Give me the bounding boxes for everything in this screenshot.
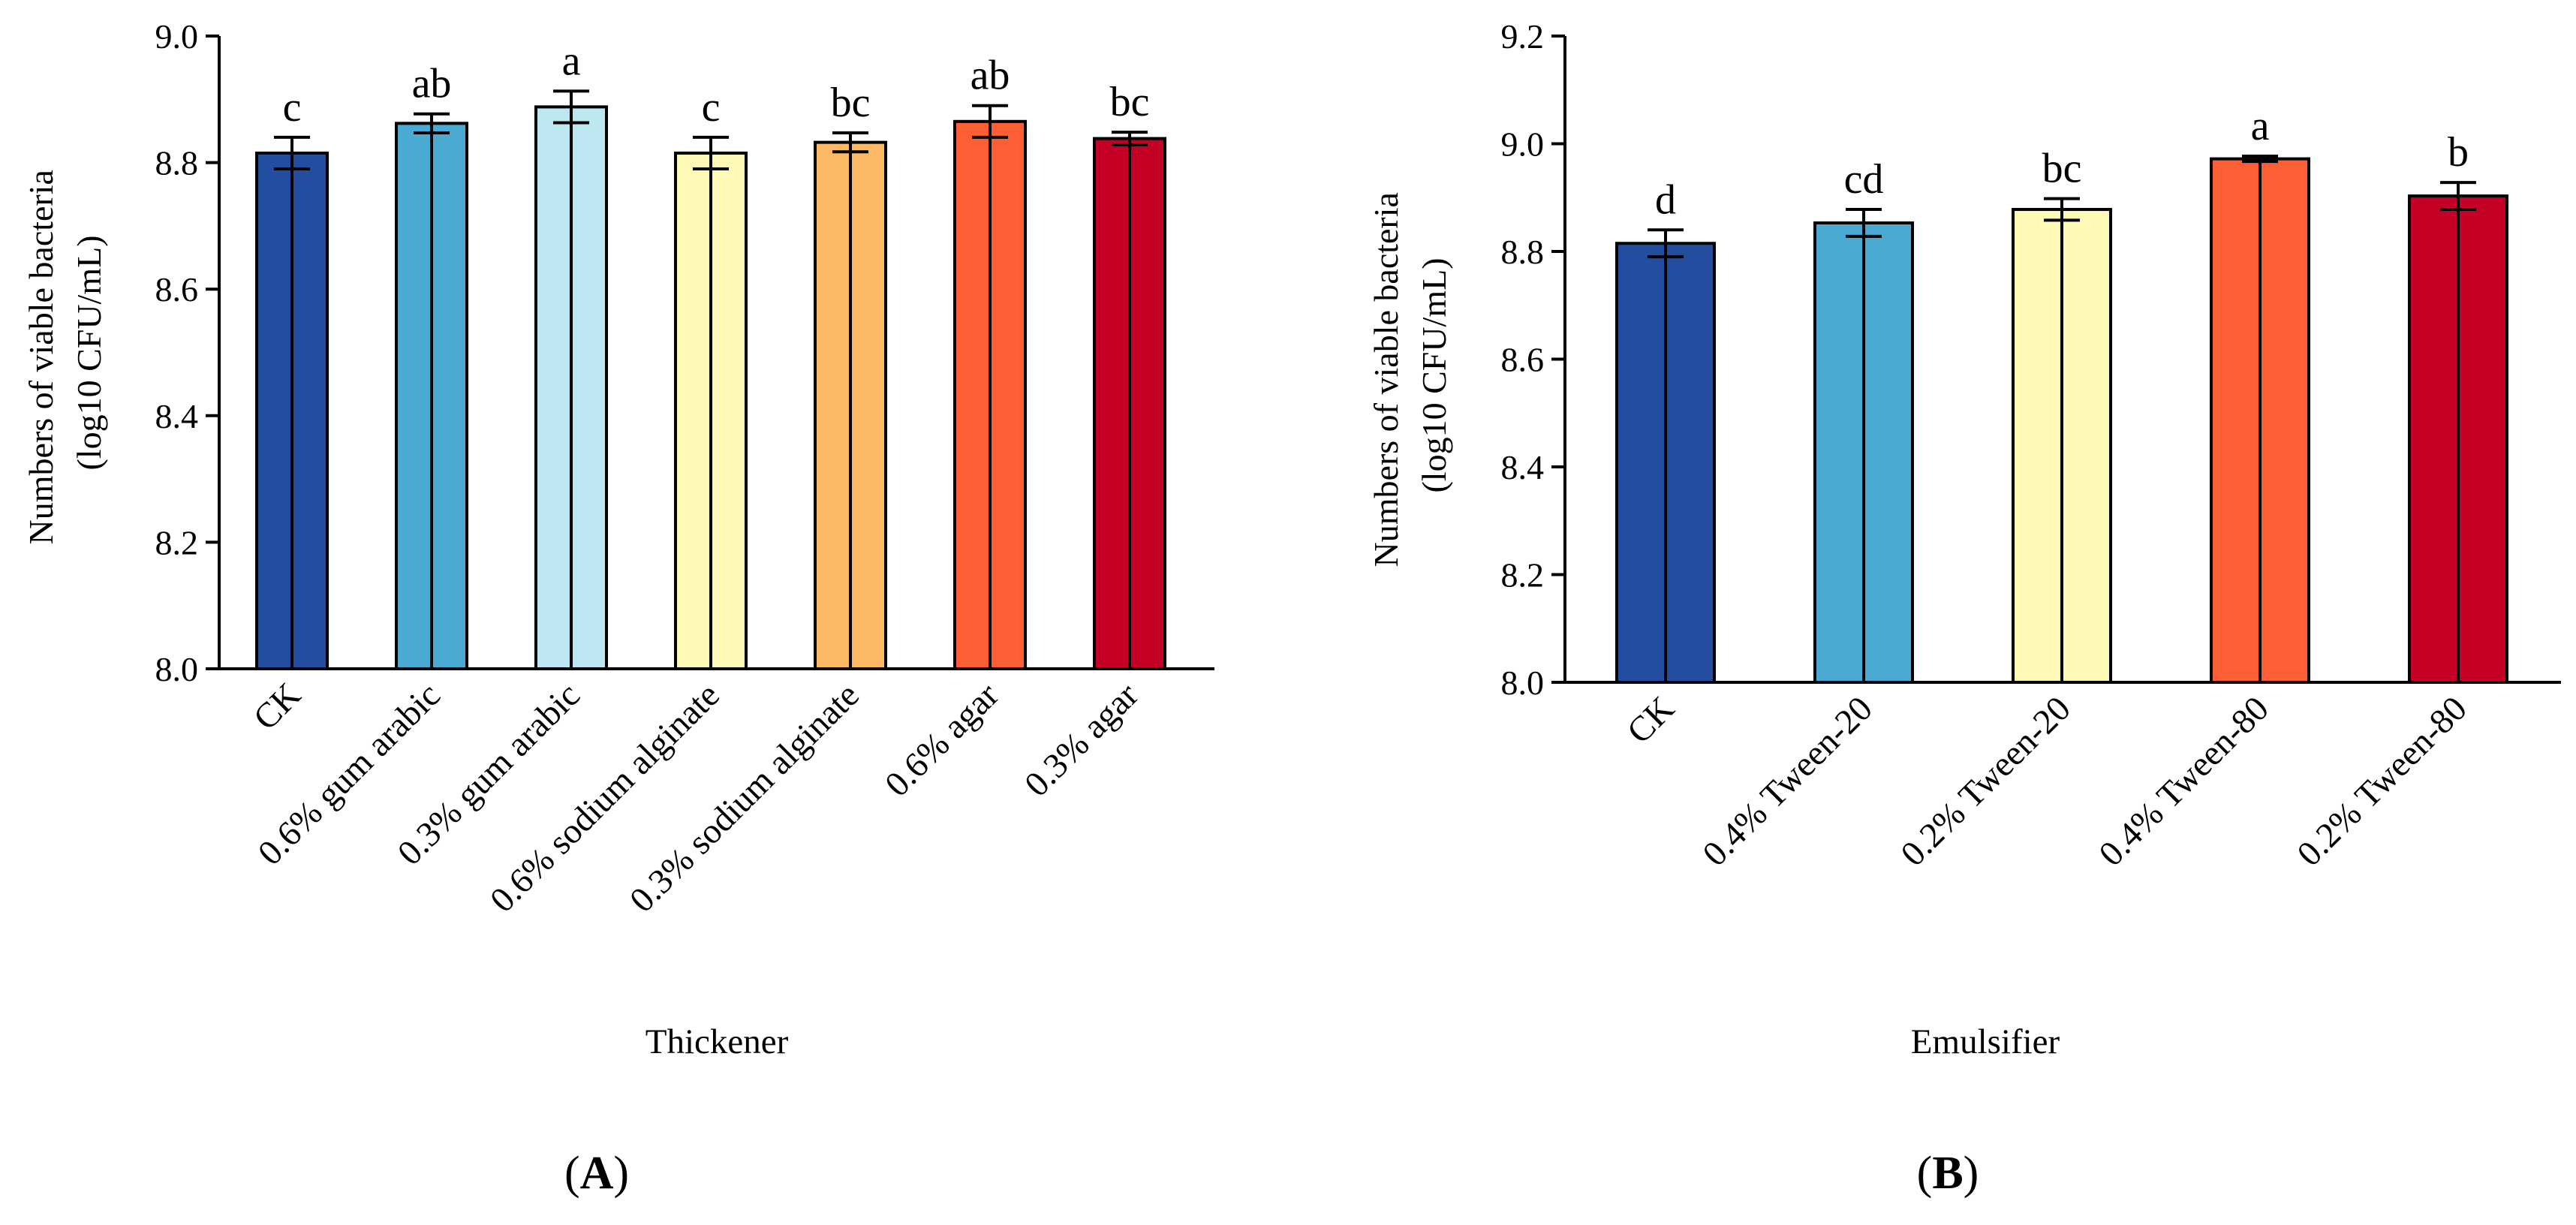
significance-letter: ab — [971, 53, 1010, 99]
y-axis-label-a: Numbers of viable bacteria (log10 CFU/mL… — [22, 161, 108, 545]
panel-label-b-open: ( — [1917, 1148, 1933, 1199]
error-bars-a — [274, 89, 1148, 669]
x-category-labels-b: CK 0.4% Tween-20 0.2% Tween-20 0.4% Tween-8… — [1620, 689, 2475, 874]
significance-letter: c — [702, 84, 721, 131]
error-bars-b — [1648, 155, 2476, 682]
x-category-label: 0.3% agar — [1017, 676, 1146, 805]
y-tick-label: 8.8 — [155, 144, 199, 182]
x-category-label: 0.4% Tween-20 — [1696, 689, 1880, 874]
significance-letter: a — [562, 38, 581, 84]
chart-panel-a: c ab a c bc ab bc 8.0 8.2 8.4 8.6 8.8 9.0 CK0.6% gu… — [22, 17, 1214, 1199]
y-tick-label: 8.2 — [1501, 556, 1545, 594]
y-tick-label: 8.0 — [1501, 664, 1545, 702]
panel-label-b: (B) — [1917, 1148, 1979, 1199]
y-tick-label: 9.2 — [1501, 17, 1545, 56]
y-tick-label: 9.0 — [1501, 125, 1545, 164]
y-axis-label-line2: (log10 CFU/mL) — [1415, 257, 1453, 492]
y-tick-label: 8.4 — [155, 397, 199, 435]
y-axis-label-line1: Numbers of viable bacteria — [22, 170, 60, 544]
x-axis-label-a: Thickener — [646, 1022, 789, 1061]
panel-label-b-letter: B — [1932, 1148, 1963, 1199]
x-category-label: 0.2% Tween-20 — [1894, 689, 2078, 874]
significance-labels-a: c ab a c bc ab bc — [283, 38, 1150, 131]
panel-label-a-open: ( — [564, 1148, 580, 1199]
significance-letter: bc — [1110, 79, 1150, 125]
significance-letter: bc — [831, 80, 871, 126]
x-category-label: 0.2% Tween-80 — [2290, 689, 2475, 874]
x-category-label: 0.3% sodium alginate — [622, 676, 867, 920]
significance-letter: bc — [2042, 146, 2082, 192]
y-ticks-b: 8.0 8.2 8.4 8.6 8.8 9.0 9.2 — [1501, 17, 1565, 702]
y-axis-label-line1: Numbers of viable bacteria — [1367, 192, 1405, 567]
x-category-label: CK — [246, 676, 308, 738]
panel-label-b-close: ) — [1964, 1148, 1979, 1199]
x-axis-label-b: Emulsifier — [1911, 1022, 2060, 1061]
y-tick-label: 8.4 — [1501, 448, 1545, 486]
y-tick-label: 8.0 — [155, 650, 199, 688]
panel-label-a: (A) — [564, 1148, 629, 1199]
y-tick-label: 8.6 — [155, 270, 199, 309]
panel-label-a-close: ) — [613, 1148, 629, 1199]
y-tick-label: 8.6 — [1501, 341, 1545, 379]
x-category-label: CK — [1620, 689, 1682, 751]
significance-labels-b: d cd bc a b — [1655, 103, 2469, 223]
significance-letter: a — [2251, 103, 2270, 149]
y-axis-label-b: Numbers of viable bacteria (log10 CFU/mL… — [1367, 184, 1453, 567]
x-category-label: 0.4% Tween-80 — [2092, 689, 2277, 874]
y-tick-label: 8.8 — [1501, 233, 1545, 271]
y-ticks-a: 8.0 8.2 8.4 8.6 8.8 9.0 — [155, 17, 219, 688]
x-category-label: 0.6% agar — [877, 676, 1007, 805]
significance-letter: d — [1655, 176, 1676, 223]
y-tick-label: 8.2 — [155, 523, 199, 561]
significance-letter: ab — [412, 61, 452, 107]
y-axis-label-line2: (log10 CFU/mL) — [70, 235, 108, 470]
significance-letter: cd — [1844, 156, 1884, 203]
panel-label-a-letter: A — [580, 1148, 614, 1199]
significance-letter: b — [2448, 129, 2469, 176]
x-category-label: 0.6% sodium alginate — [483, 676, 727, 920]
y-tick-label: 9.0 — [155, 17, 199, 56]
significance-letter: c — [283, 84, 302, 131]
